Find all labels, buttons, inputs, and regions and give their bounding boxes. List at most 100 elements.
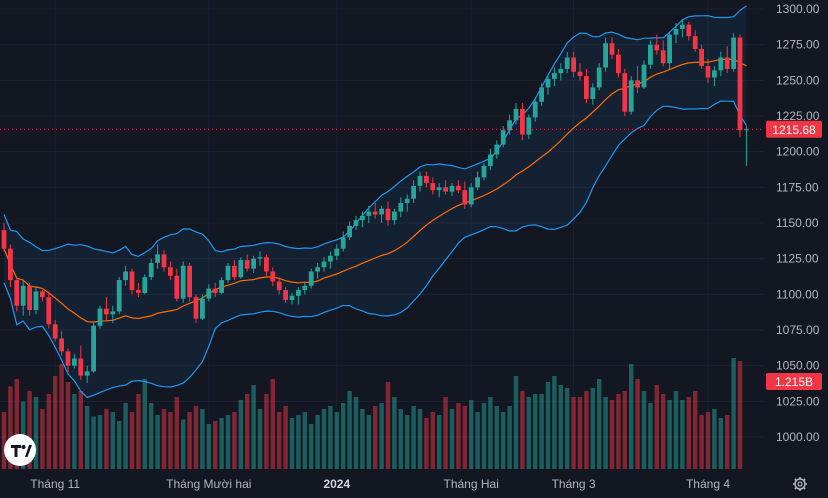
candle (91, 322, 96, 373)
candle-body (641, 64, 647, 88)
candle-body (660, 50, 666, 64)
candle (8, 244, 13, 288)
candle-body (340, 237, 346, 249)
candle-body (238, 260, 244, 278)
candle-body (635, 80, 640, 88)
candle-body (136, 290, 141, 293)
candle-body (584, 76, 589, 99)
candle-body (206, 288, 212, 299)
candle-body (430, 183, 436, 191)
volume-bar (673, 391, 679, 469)
candle-body (334, 248, 340, 256)
price-tick-label: 1275.00 (776, 38, 820, 52)
candle (72, 354, 77, 369)
candle-body (737, 37, 743, 131)
candle (33, 287, 39, 315)
candle (667, 31, 672, 69)
volume-bar (72, 394, 77, 469)
candle-body (481, 165, 487, 178)
candle-body (14, 280, 20, 306)
volume-bar (405, 415, 410, 469)
candle-body (65, 351, 71, 366)
volume-bar (315, 415, 320, 469)
candle-body (513, 108, 519, 121)
volume-bar (270, 379, 275, 469)
candle (603, 37, 608, 72)
candle (193, 294, 199, 323)
volume-bar (654, 385, 659, 469)
candle (411, 180, 416, 204)
volume-bar (718, 418, 723, 469)
candle-body (148, 262, 154, 278)
candle-body (1, 230, 7, 249)
candle (289, 292, 295, 305)
candle (46, 291, 52, 329)
candle-body (532, 101, 538, 118)
candle-body (699, 48, 704, 67)
candle-body (97, 308, 103, 326)
candle (123, 265, 128, 286)
candle (136, 282, 141, 298)
volume-bar (251, 385, 256, 469)
candle (571, 51, 576, 78)
volume-bar (277, 412, 282, 469)
volume-bar (219, 418, 224, 469)
volume-bar (168, 412, 173, 469)
candle-body (398, 203, 404, 212)
volume-bar (597, 379, 602, 469)
candle-body (180, 265, 186, 299)
candle-body (705, 66, 711, 78)
volume-bar (187, 412, 192, 469)
candle-body (187, 265, 192, 298)
volume-bar (641, 391, 647, 469)
volume-bar (91, 416, 96, 469)
volume-bar (680, 400, 685, 469)
candle-body (116, 280, 122, 312)
candle-body (72, 358, 77, 366)
candle (526, 114, 532, 139)
candle (379, 205, 384, 223)
volume-bar (40, 409, 45, 469)
candle-body (168, 267, 173, 276)
candle-body (251, 258, 256, 269)
candle (206, 284, 212, 302)
volume-bar (360, 409, 365, 469)
volume-bar (174, 397, 179, 469)
volume-bar (181, 419, 186, 469)
volume-bar (443, 397, 448, 469)
volume-bar (558, 385, 563, 469)
volume-bar (456, 403, 461, 469)
volume-bar (302, 412, 307, 469)
candle (168, 261, 173, 281)
volume-bar (264, 394, 269, 469)
candle (270, 267, 276, 286)
volume-bar (533, 394, 538, 469)
candle (27, 282, 32, 316)
candle (238, 257, 244, 279)
time-tick-label: Tháng 4 (686, 477, 730, 491)
volume-bar (149, 403, 154, 469)
candle (347, 221, 352, 241)
candle-body (20, 285, 26, 306)
candle (65, 348, 71, 373)
volume-bar (257, 409, 263, 469)
volume-bar (347, 391, 352, 469)
candle (334, 244, 340, 261)
candle (97, 305, 103, 329)
settings-gear-icon[interactable] (793, 477, 807, 491)
candle-body (232, 265, 237, 278)
volume-bar (334, 412, 339, 469)
volume-bar (353, 397, 359, 469)
candle-body (462, 190, 468, 205)
volume-bar (321, 409, 327, 469)
candle (494, 140, 500, 159)
candle (513, 103, 519, 125)
candle-body (603, 43, 608, 68)
volume-bars (1, 358, 743, 469)
tradingview-logo[interactable] (4, 434, 36, 466)
volume-bar (712, 409, 717, 469)
candle-body (436, 187, 442, 191)
candle (628, 76, 634, 115)
candle (584, 68, 589, 104)
